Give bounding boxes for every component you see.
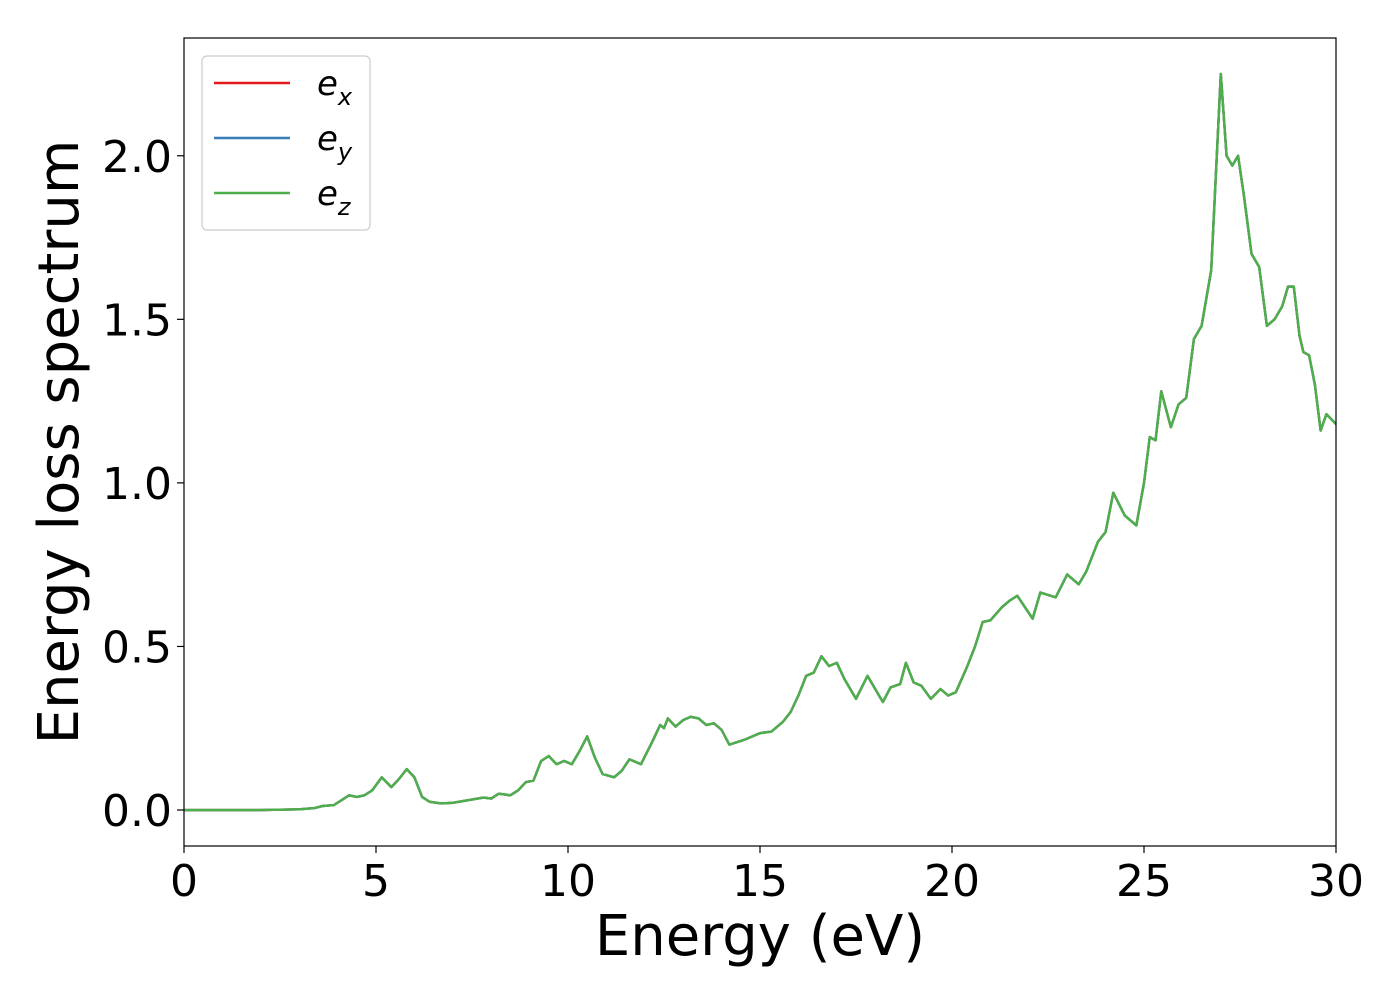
y-tick-label: 2.0 bbox=[102, 132, 172, 183]
x-tick-label: 25 bbox=[1116, 856, 1172, 907]
y-tick-label: 0.5 bbox=[102, 622, 172, 673]
legend-label-ez: ez bbox=[317, 174, 352, 221]
legend-label-base: e bbox=[317, 64, 338, 104]
series-line-e-z bbox=[184, 72, 1336, 812]
x-axis-label: Energy (eV) bbox=[595, 904, 925, 969]
x-tick-label: 15 bbox=[732, 856, 788, 907]
legend-label-subscript: x bbox=[337, 83, 353, 111]
y-tick-label: 0.0 bbox=[102, 786, 172, 837]
y-axis-ticks: 0.0 0.5 1.0 1.5 2.0 bbox=[102, 132, 184, 837]
legend-label-ex: ex bbox=[317, 64, 353, 111]
legend-label-subscript: z bbox=[337, 193, 352, 221]
series-layer bbox=[184, 72, 1336, 812]
x-tick-label: 0 bbox=[170, 856, 198, 907]
x-tick-label: 10 bbox=[540, 856, 596, 907]
y-tick-label: 1.5 bbox=[102, 295, 172, 346]
legend-label-ey: ey bbox=[317, 119, 353, 166]
legend-box bbox=[201, 55, 371, 231]
x-axis-ticks: 0 5 10 15 20 25 30 bbox=[170, 846, 1364, 907]
y-tick-label: 1.0 bbox=[102, 459, 172, 510]
y-axis-label: Energy loss spectrum bbox=[27, 140, 92, 745]
legend-label-base: e bbox=[317, 174, 338, 214]
legend-label-base: e bbox=[317, 119, 338, 159]
x-tick-label: 5 bbox=[362, 856, 390, 907]
legend-label-subscript: y bbox=[337, 138, 353, 166]
x-tick-label: 30 bbox=[1308, 856, 1364, 907]
x-tick-label: 20 bbox=[924, 856, 980, 907]
